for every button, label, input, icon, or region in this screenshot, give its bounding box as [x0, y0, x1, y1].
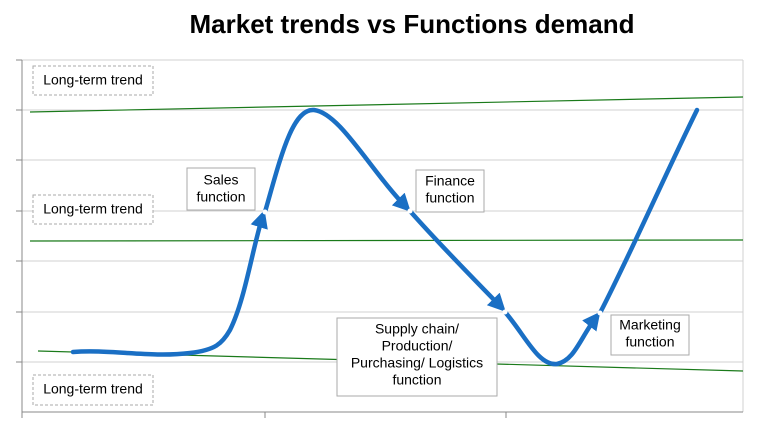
function-label: function — [425, 190, 474, 206]
function-label: function — [196, 189, 245, 205]
demand-curve — [70, 107, 700, 367]
trend-label: Long-term trend — [43, 201, 143, 217]
function-boxes — [186, 167, 690, 397]
function-label: Supply chain/ — [375, 321, 459, 337]
axes — [16, 59, 743, 418]
trend-label: Long-term trend — [43, 72, 143, 88]
function-label: Purchasing/ Logistics — [351, 355, 483, 371]
trend-label: Long-term trend — [43, 381, 143, 397]
function-label: function — [392, 372, 441, 388]
points — [262, 208, 603, 316]
function-label: Marketing — [619, 317, 680, 333]
function-label: function — [625, 334, 674, 350]
function-label: Sales — [203, 172, 238, 188]
function-label: Production/ — [382, 338, 453, 354]
function-label: Finance — [425, 173, 475, 189]
title: Market trends vs Functions demand — [190, 9, 635, 39]
trend-label-boxes — [32, 65, 154, 406]
